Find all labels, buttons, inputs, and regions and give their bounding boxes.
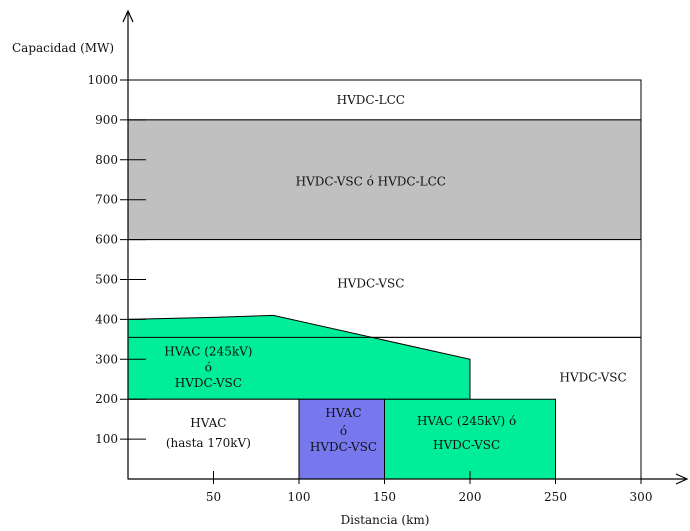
- region-label-hvac245-o-vsc-lower: HVAC (245kV) ó: [417, 414, 516, 428]
- y-tick-label: 600: [95, 233, 118, 247]
- region-label-hvac-170: HVAC: [190, 416, 226, 430]
- y-tick-label: 700: [95, 193, 118, 207]
- y-axis-label: Capacidad (MW): [12, 41, 114, 55]
- x-tick-label: 250: [544, 490, 567, 504]
- x-axis-arrow: [675, 473, 689, 485]
- y-tick-label: 900: [95, 113, 118, 127]
- region-label-hvac245-o-vsc-upper: HVDC-VSC: [175, 376, 242, 390]
- y-tick-label: 300: [95, 352, 118, 366]
- region-label-hvdc-lcc: HVDC-LCC: [337, 93, 405, 107]
- x-tick-label: 300: [630, 490, 653, 504]
- y-axis-arrow: [122, 9, 134, 23]
- region-label-hvac-o-vsc-blue: ó: [340, 424, 347, 438]
- y-tick-label: 100: [95, 432, 118, 446]
- y-tick-label: 400: [95, 312, 118, 326]
- y-tick-label: 500: [95, 273, 118, 287]
- y-tick-label: 1000: [87, 73, 118, 87]
- x-tick-label: 100: [288, 490, 311, 504]
- region-labels: HVDC-LCC HVDC-VSC ó HVDC-LCC HVDC-VSC HVAC …: [164, 93, 626, 454]
- axes: 100 200 300 400 500 600 700 800 900 1000 50 100 150 2…: [87, 9, 689, 504]
- region-label-hvac-o-vsc-blue: HVAC: [325, 406, 361, 420]
- y-tick-label: 800: [95, 153, 118, 167]
- region-label-hvac245-o-vsc-lower: HVDC-VSC: [433, 438, 500, 452]
- region-label-hvac-o-vsc-blue: HVDC-VSC: [310, 440, 377, 454]
- region-label-hvac-170: (hasta 170kV): [166, 436, 251, 450]
- region-label-hvdc-vsc-o-lcc: HVDC-VSC ó HVDC-LCC: [296, 175, 446, 189]
- y-tick-label: 200: [95, 392, 118, 406]
- x-tick-label: 150: [373, 490, 396, 504]
- regions-layer: [127, 79, 642, 480]
- region-label-hvac245-o-vsc-upper: ó: [205, 360, 212, 374]
- x-tick-label: 50: [206, 490, 221, 504]
- x-axis-label: Distancia (km): [341, 513, 430, 527]
- region-label-hvdc-vsc-upper: HVDC-VSC: [337, 276, 404, 290]
- region-label-hvdc-vsc-right: HVDC-VSC: [560, 370, 627, 384]
- x-tick-label: 200: [459, 490, 482, 504]
- region-label-hvac245-o-vsc-upper: HVAC (245kV): [164, 344, 252, 358]
